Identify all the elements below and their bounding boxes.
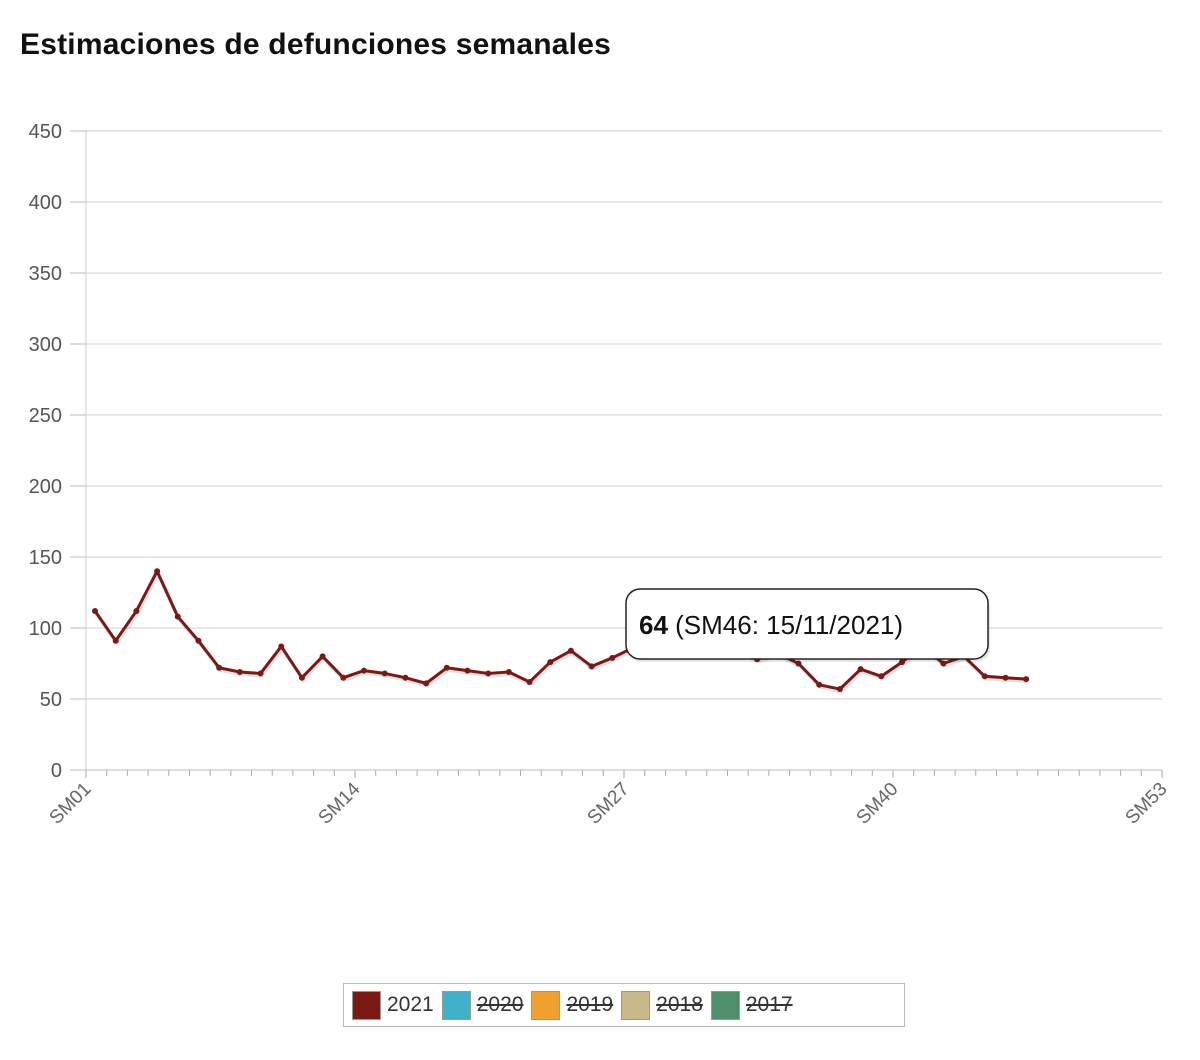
data-point[interactable] [526, 678, 533, 685]
data-point[interactable] [154, 568, 161, 575]
data-point[interactable] [547, 659, 554, 666]
data-point[interactable] [485, 670, 492, 677]
legend-label: 2017 [745, 993, 793, 1016]
y-tick-label: 450 [29, 121, 62, 143]
data-point[interactable] [940, 660, 947, 667]
data-point[interactable] [464, 667, 471, 674]
y-tick-label: 400 [29, 192, 62, 214]
data-point[interactable] [278, 643, 285, 650]
data-point[interactable] [92, 607, 98, 614]
y-axis: 0 50 100 150 200 250 300 350 400 450 [29, 121, 87, 782]
data-point[interactable] [133, 607, 140, 614]
tooltip-box [625, 588, 989, 660]
data-point[interactable] [298, 674, 305, 681]
series-line-shadow [94, 571, 1028, 694]
data-point[interactable] [567, 647, 574, 654]
data-point[interactable] [981, 673, 988, 680]
x-axis: SM01 SM14 SM27 SM40 SM53 [46, 770, 1172, 829]
data-point[interactable] [795, 660, 802, 667]
x-tick-label: SM40 [853, 779, 903, 829]
data-point[interactable] [1002, 674, 1009, 681]
grid-lines [86, 130, 1162, 771]
data-point[interactable] [195, 637, 202, 644]
tooltip: 64 (SM46: 15/11/2021) [625, 588, 990, 662]
data-point[interactable] [1023, 676, 1030, 683]
y-tick-label: 250 [29, 405, 62, 427]
legend-item-2020[interactable]: 2020 [441, 990, 524, 1020]
data-point[interactable] [857, 666, 864, 673]
legend-swatch [621, 990, 651, 1020]
data-point[interactable] [236, 669, 243, 676]
data-point[interactable] [836, 686, 843, 693]
data-point[interactable] [174, 613, 181, 620]
data-point[interactable] [112, 637, 119, 644]
data-point[interactable] [588, 663, 595, 670]
y-tick-label: 0 [51, 760, 62, 782]
line-chart: 0 50 100 150 200 250 300 350 400 450 SM01 SM14 SM27… [29, 121, 1172, 829]
y-tick-label: 300 [29, 334, 62, 356]
legend-item-2017[interactable]: 2017 [710, 990, 793, 1020]
x-tick-label: SM01 [46, 779, 96, 829]
x-tick-label: SM53 [1122, 779, 1172, 829]
data-point[interactable] [216, 664, 223, 671]
y-tick-label: 50 [40, 689, 62, 711]
data-point[interactable] [899, 659, 905, 666]
data-point[interactable] [402, 674, 409, 681]
legend-swatch [531, 990, 561, 1020]
legend-label: 2018 [656, 993, 703, 1016]
data-point[interactable] [381, 670, 388, 677]
y-tick-label: 100 [29, 618, 62, 640]
chart-title: Estimaciones de defunciones semanales [20, 28, 611, 61]
series-line-2021 [93, 569, 1027, 691]
legend-swatch [441, 990, 471, 1020]
legend-label: 2020 [476, 993, 524, 1016]
data-point[interactable] [257, 670, 264, 677]
data-point[interactable] [423, 680, 430, 687]
tooltip-value: 64 [639, 610, 668, 640]
y-tick-label: 350 [29, 263, 62, 285]
legend-item-2019[interactable]: 2019 [531, 990, 614, 1020]
legend-label: 2019 [566, 993, 614, 1016]
data-point[interactable] [443, 664, 450, 671]
legend-label: 2021 [387, 993, 434, 1016]
x-tick-label: SM14 [315, 778, 365, 828]
data-point[interactable] [816, 681, 823, 688]
y-tick-label: 150 [29, 547, 62, 569]
legend-swatch [352, 990, 381, 1020]
data-point[interactable] [319, 653, 326, 660]
x-tick-label: SM27 [584, 779, 634, 829]
tooltip-text: 64 (SM46: 15/11/2021) [639, 610, 903, 640]
data-point[interactable] [609, 654, 616, 661]
data-point[interactable] [340, 674, 347, 681]
y-tick-label: 200 [29, 476, 62, 498]
legend-item-2018[interactable]: 2018 [621, 990, 703, 1020]
legend: 2021 2020 2019 2018 2017 [343, 983, 905, 1027]
tooltip-detail: (SM46: 15/11/2021) [668, 610, 903, 640]
data-point[interactable] [878, 673, 885, 680]
data-point[interactable] [361, 667, 367, 674]
legend-item-2021[interactable]: 2021 [352, 990, 434, 1020]
legend-swatch [710, 990, 740, 1020]
data-point[interactable] [505, 669, 512, 676]
